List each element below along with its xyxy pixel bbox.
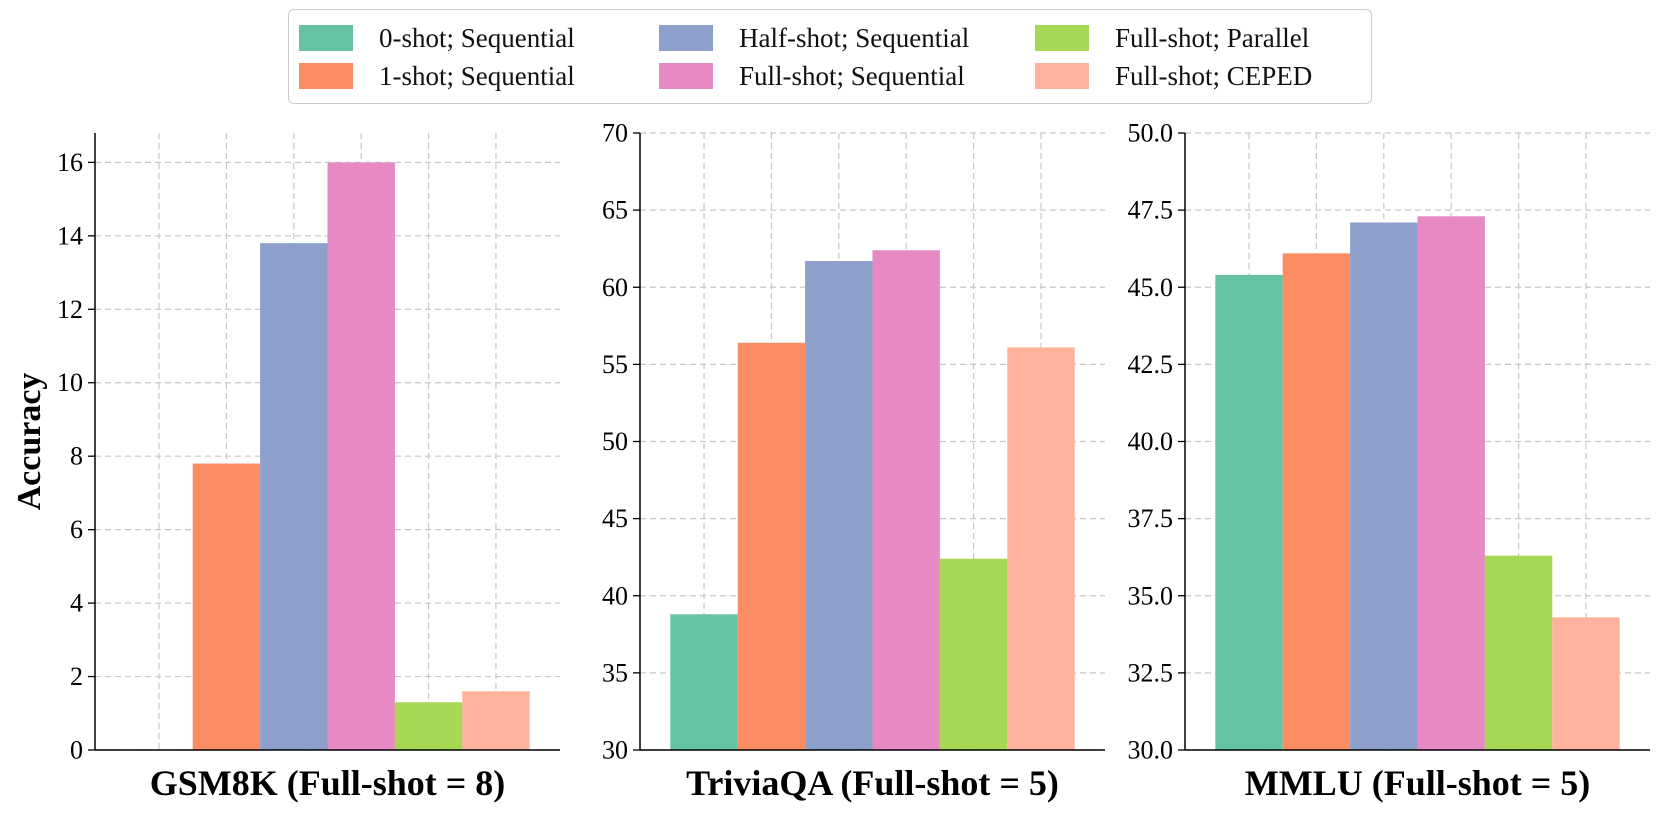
y-tick-label: 8 xyxy=(70,442,83,471)
legend-swatch xyxy=(1035,63,1089,89)
legend-label: 1-shot; Sequential xyxy=(379,60,575,91)
y-tick-label: 30 xyxy=(602,736,628,765)
y-tick-label: 35 xyxy=(602,658,628,687)
legend-item-fullshot-parallel: Full-shot; Parallel xyxy=(1035,20,1309,56)
legend-label: Full-shot; Parallel xyxy=(1115,22,1310,53)
legend-item-fullshot-sequential: Full-shot; Sequential xyxy=(659,58,965,94)
y-tick-label: 65 xyxy=(602,196,628,225)
legend-item-1shot-sequential: 1-shot; Sequential xyxy=(299,58,575,94)
bar-0-shot-sequential xyxy=(670,614,738,750)
bar-1-shot-sequential xyxy=(192,463,261,750)
x-axis-label: GSM8K (Full-shot = 8) xyxy=(150,763,506,803)
bar-full-shot-ceped xyxy=(462,691,530,750)
legend-swatch xyxy=(1035,25,1089,51)
legend-label: 0-shot; Sequential xyxy=(379,22,575,53)
y-tick-label: 10 xyxy=(57,368,83,397)
y-tick-label: 16 xyxy=(57,148,83,177)
bar-full-shot-ceped xyxy=(1007,347,1075,750)
legend-label: Full-shot; CEPED xyxy=(1115,60,1313,91)
bar-1-shot-sequential xyxy=(1282,253,1351,750)
x-axis-label: MMLU (Full-shot = 5) xyxy=(1245,763,1590,803)
x-axis-label: TriviaQA (Full-shot = 5) xyxy=(686,763,1059,803)
y-tick-label: 0 xyxy=(70,736,83,765)
bar-half-shot-sequential xyxy=(1350,222,1418,751)
bar-0-shot-sequential xyxy=(1215,274,1283,750)
legend-swatch xyxy=(299,25,353,51)
bar-half-shot-sequential xyxy=(260,243,328,750)
y-axis-label: Accuracy xyxy=(11,373,48,511)
y-tick-label: 37.5 xyxy=(1128,504,1174,533)
bar-full-shot-ceped xyxy=(1552,617,1620,750)
y-tick-label: 70 xyxy=(602,119,628,148)
y-tick-label: 40 xyxy=(602,581,628,610)
y-tick-label: 47.5 xyxy=(1128,196,1174,225)
bar-full-shot-sequential xyxy=(872,250,940,751)
legend-item-0shot-sequential: 0-shot; Sequential xyxy=(299,20,575,56)
legend-swatch xyxy=(659,25,713,51)
bar-half-shot-sequential xyxy=(805,261,873,750)
y-tick-label: 55 xyxy=(602,350,628,379)
legend-label: Full-shot; Sequential xyxy=(739,60,965,91)
bar-full-shot-parallel xyxy=(1484,555,1553,750)
y-tick-label: 35.0 xyxy=(1128,581,1174,610)
y-tick-label: 32.5 xyxy=(1128,658,1174,687)
legend-label: Half-shot; Sequential xyxy=(739,22,970,53)
legend-swatch xyxy=(659,63,713,89)
y-tick-label: 42.5 xyxy=(1128,350,1174,379)
y-tick-label: 50 xyxy=(602,427,628,456)
bar-1-shot-sequential xyxy=(737,342,806,750)
legend-item-fullshot-ceped: Full-shot; CEPED xyxy=(1035,58,1312,94)
legend-swatch xyxy=(299,63,353,89)
bar-full-shot-sequential xyxy=(1417,216,1485,751)
y-tick-label: 6 xyxy=(70,515,83,544)
y-tick-label: 40.0 xyxy=(1128,427,1174,456)
y-tick-label: 50.0 xyxy=(1128,119,1174,148)
bar-full-shot-parallel xyxy=(939,558,1008,750)
y-tick-label: 12 xyxy=(57,295,83,324)
bar-full-shot-parallel xyxy=(394,702,463,750)
y-tick-label: 2 xyxy=(70,662,83,691)
y-tick-label: 60 xyxy=(602,273,628,302)
y-tick-label: 4 xyxy=(70,589,83,618)
legend: 0-shot; Sequential 1-shot; Sequential Ha… xyxy=(288,9,1372,104)
y-tick-label: 45.0 xyxy=(1128,273,1174,302)
y-tick-label: 30.0 xyxy=(1128,736,1174,765)
bar-full-shot-sequential xyxy=(327,162,395,750)
y-tick-label: 45 xyxy=(602,504,628,533)
legend-item-halfshot-sequential: Half-shot; Sequential xyxy=(659,20,969,56)
y-tick-label: 14 xyxy=(57,221,83,250)
